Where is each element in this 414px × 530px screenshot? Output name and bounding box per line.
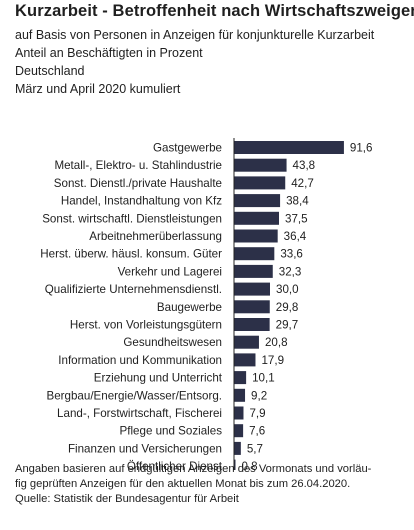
- value-label: 7,9: [249, 407, 265, 420]
- category-label: Gesundheitswesen: [123, 336, 222, 349]
- bar: [234, 424, 244, 438]
- value-label: 30,0: [276, 283, 299, 296]
- value-label: 37,5: [285, 212, 308, 225]
- bar: [234, 388, 246, 402]
- category-label: Finanzen und Versicherungen: [68, 442, 222, 455]
- bar: [234, 406, 244, 420]
- source-note: Angaben basieren auf endgültigen Anzeige…: [15, 462, 399, 507]
- subtitle-line-4: März und April 2020 kumuliert: [15, 82, 181, 96]
- bar: [234, 459, 236, 470]
- note-line-1: Angaben basieren auf endgültigen Anzeige…: [15, 463, 372, 475]
- category-label: Sonst. Dienstl./private Haushalte: [54, 177, 222, 190]
- category-label: Herst. von Vorleistungsgütern: [70, 319, 222, 332]
- value-label: 9,2: [251, 389, 267, 402]
- value-label: 0,8: [242, 460, 258, 470]
- bar: [234, 318, 270, 331]
- bar: [234, 194, 281, 208]
- bar: [234, 247, 275, 261]
- value-label: 7,6: [249, 425, 265, 438]
- category-label: Erziehung und Unterricht: [94, 372, 223, 385]
- value-label: 38,4: [286, 195, 309, 208]
- value-label: 43,8: [293, 159, 316, 172]
- category-label: Baugewerbe: [157, 301, 222, 314]
- category-label: Sonst. wirtschaftl. Dienstleistungen: [42, 212, 222, 225]
- category-label: Gastgewerbe: [153, 142, 222, 155]
- value-label: 33,6: [280, 248, 303, 261]
- value-label: 32,3: [279, 265, 302, 278]
- bar: [234, 371, 247, 385]
- category-label: Land-, Forstwirtschaft, Fischerei: [57, 407, 222, 420]
- category-label: Pflege und Soziales: [120, 425, 223, 438]
- bar: [234, 176, 286, 190]
- category-label: Handel, Instandhaltung von Kfz: [61, 195, 222, 208]
- bar: [234, 335, 259, 349]
- bar: [234, 229, 278, 243]
- bar: [234, 264, 273, 278]
- subtitle-line-1: auf Basis von Personen in Anzeigen für k…: [15, 28, 375, 42]
- bar: [234, 211, 279, 225]
- value-label: 91,6: [350, 142, 373, 155]
- category-label: Öffentlicher Dienst: [127, 460, 223, 470]
- value-label: 10,1: [252, 372, 275, 385]
- category-label: Information und Kommunikation: [58, 354, 222, 367]
- value-label: 42,7: [291, 177, 314, 190]
- bar: [234, 141, 344, 154]
- bar: [234, 353, 256, 367]
- subtitle-line-3: Deutschland: [15, 64, 85, 78]
- value-label: 20,8: [265, 336, 288, 349]
- chart-title: Kurzarbeit - Betroffenheit nach Wirtscha…: [15, 2, 414, 20]
- category-label: Bergbau/Energie/Wasser/Entsorg.: [47, 389, 223, 402]
- bar-chart: Gastgewerbe 91,6 Metall-, Elektro- u. Stah…: [40, 138, 373, 470]
- source-line: Quelle: Statistik der Bundesagentur für …: [15, 493, 239, 505]
- value-label: 5,7: [247, 442, 263, 455]
- category-label: Arbeitnehmerüberlassung: [89, 230, 222, 243]
- value-label: 29,7: [276, 319, 299, 332]
- category-label: Metall-, Elektro- u. Stahlindustrie: [54, 159, 222, 172]
- category-label: Qualifizierte Unternehmensdienstl.: [45, 283, 222, 296]
- value-label: 17,9: [261, 354, 284, 367]
- category-label: Herst. überw. häusl. konsum. Güter: [40, 248, 222, 261]
- subtitle-line-2: Anteil an Beschäftigten in Prozent: [15, 46, 203, 60]
- value-label: 36,4: [284, 230, 307, 243]
- bar: [234, 300, 270, 314]
- note-line-2: fig geprüften Anzeigen für den aktuellen…: [15, 478, 351, 490]
- bar: [234, 158, 287, 172]
- category-label: Verkehr und Lagerei: [118, 265, 222, 278]
- value-label: 29,8: [276, 301, 299, 314]
- bar: [234, 282, 270, 296]
- bar: [234, 441, 241, 455]
